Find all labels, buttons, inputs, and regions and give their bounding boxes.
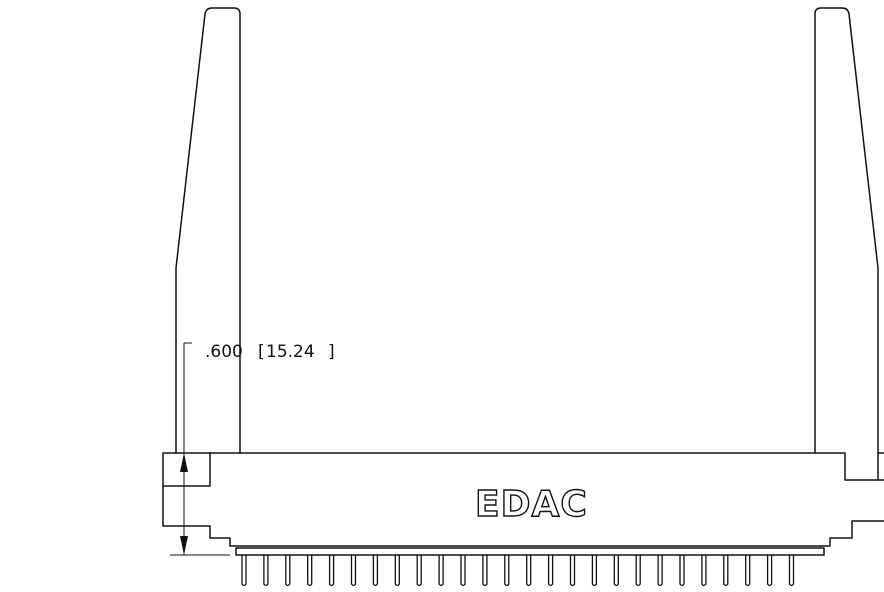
pin	[636, 555, 640, 586]
pin	[461, 555, 465, 586]
pin	[658, 555, 662, 586]
pin	[417, 555, 421, 586]
pin-header-strip	[236, 548, 824, 555]
connector-body	[210, 453, 884, 480]
pin	[614, 555, 618, 586]
pin	[483, 555, 487, 586]
pin	[505, 555, 509, 586]
pin	[768, 555, 772, 586]
pin	[439, 555, 443, 586]
pin	[592, 555, 596, 586]
pin	[242, 555, 246, 586]
dimension-open-bracket: [	[258, 342, 265, 362]
pin	[352, 555, 356, 586]
pin	[527, 555, 531, 586]
dimension-arrow-bottom	[180, 536, 188, 555]
edac-logo: EDAC	[475, 484, 588, 525]
pin	[571, 555, 575, 586]
pin	[395, 555, 399, 586]
pin	[790, 555, 794, 586]
pin	[373, 555, 377, 586]
pin	[702, 555, 706, 586]
pin	[746, 555, 750, 586]
dimension-close-bracket: ]	[328, 342, 335, 362]
pin	[549, 555, 553, 586]
pin	[724, 555, 728, 586]
pin	[308, 555, 312, 586]
dimension-inch-value: .600	[205, 342, 243, 362]
right-card-guide	[815, 8, 878, 453]
pin	[264, 555, 268, 586]
pin	[680, 555, 684, 586]
left-card-guide	[176, 8, 240, 453]
dimension-arrow-top	[180, 453, 188, 472]
pin	[330, 555, 334, 586]
pin-row	[242, 555, 794, 586]
pin	[286, 555, 290, 586]
dimension-mm-value: 15.24	[266, 342, 315, 362]
